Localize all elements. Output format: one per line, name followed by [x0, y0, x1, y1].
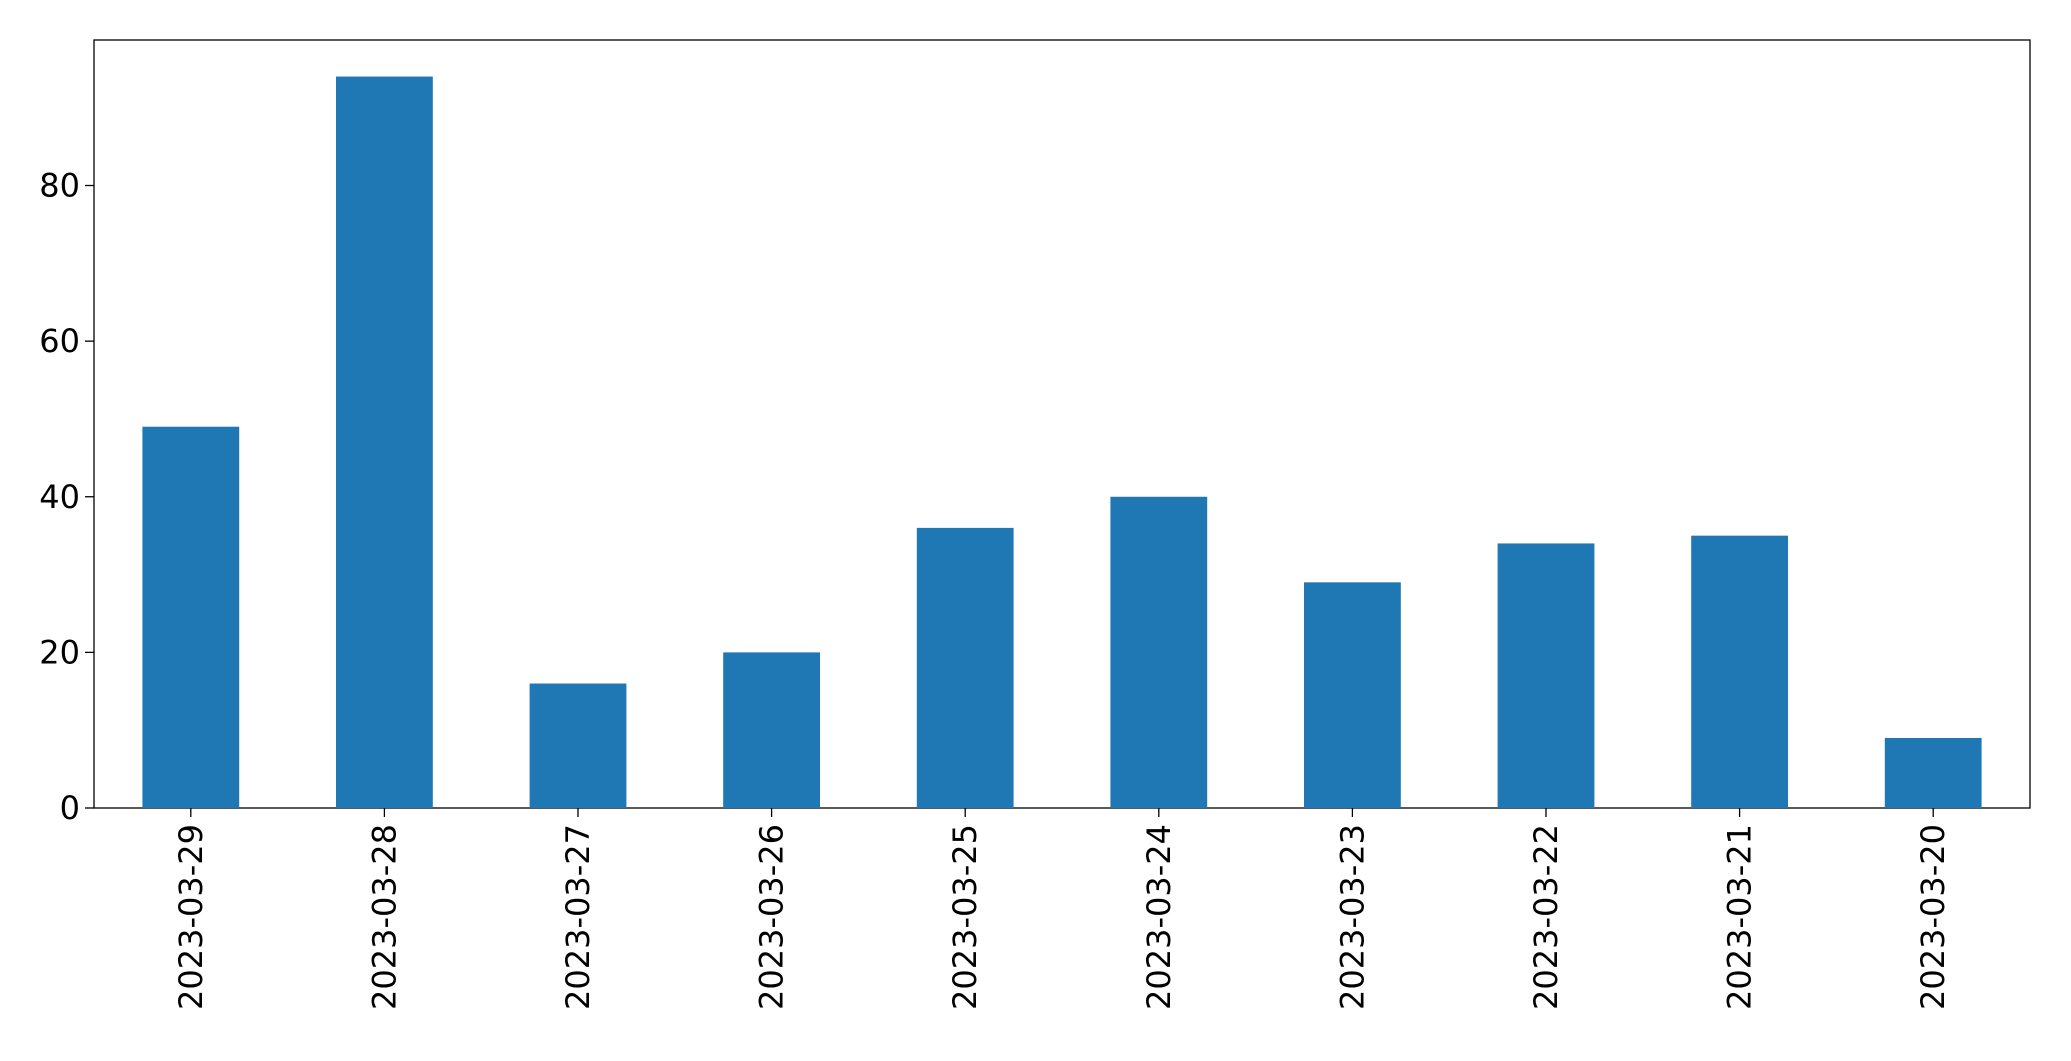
bar	[916, 527, 1014, 808]
x-tick-label: 2023-03-21	[1721, 824, 1759, 1010]
y-tick-label: 20	[39, 633, 80, 671]
x-tick-label: 2023-03-26	[753, 824, 791, 1010]
bar	[336, 76, 433, 809]
x-tick-label: 2023-03-27	[559, 824, 597, 1010]
x-tick-label: 2023-03-29	[172, 824, 210, 1010]
x-tick-label: 2023-03-22	[1527, 824, 1565, 1010]
plot-frame	[93, 39, 2031, 809]
x-tick-label: 2023-03-20	[1914, 824, 1952, 1010]
y-tick-label: 80	[39, 167, 80, 205]
bar	[1304, 582, 1401, 808]
y-tick-label: 0	[60, 789, 80, 827]
y-tick-label: 60	[39, 322, 80, 360]
bar	[1884, 737, 1982, 808]
x-tick-label: 2023-03-28	[365, 824, 403, 1010]
y-tick-label: 40	[39, 478, 80, 516]
bar	[723, 652, 820, 808]
x-tick-label: 2023-03-23	[1333, 824, 1371, 1010]
x-tick-label: 2023-03-24	[1140, 824, 1178, 1010]
x-tick-label: 2023-03-25	[946, 824, 984, 1010]
bar	[529, 683, 627, 808]
bar	[1110, 496, 1208, 808]
bar	[142, 426, 240, 808]
bar	[1691, 535, 1788, 808]
bar	[1497, 543, 1595, 808]
